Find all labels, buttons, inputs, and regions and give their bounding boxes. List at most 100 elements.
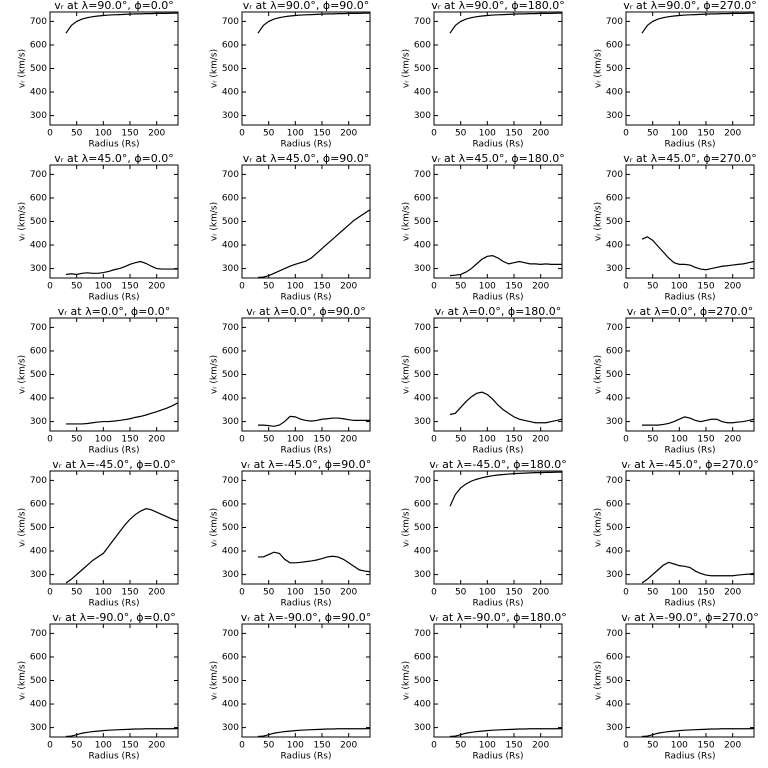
x-axis-label: Radius (Rs) xyxy=(472,599,523,609)
y-tick-label: 300 xyxy=(30,723,47,733)
y-axis-label: vᵣ (km/s) xyxy=(210,202,220,241)
x-tick-label: 100 xyxy=(479,588,496,598)
x-tick-label: 50 xyxy=(455,282,467,292)
y-axis-label: vᵣ (km/s) xyxy=(402,355,412,394)
x-axis-label: Radius (Rs) xyxy=(664,140,715,150)
x-tick-label: 200 xyxy=(340,282,357,292)
y-tick-label: 500 xyxy=(414,64,431,74)
data-line xyxy=(449,727,563,738)
x-tick-label: 0 xyxy=(623,435,629,445)
y-tick-label: 500 xyxy=(222,64,239,74)
plot-frame xyxy=(433,164,563,279)
x-tick-label: 0 xyxy=(47,129,53,139)
y-axis-label: vᵣ (km/s) xyxy=(594,661,604,700)
plot-frame xyxy=(433,470,563,585)
y-tick-label: 700 xyxy=(30,476,47,486)
panel-title: vᵣ at λ=0.0°, ϕ=90.0° xyxy=(246,305,366,318)
y-tick-label: 700 xyxy=(414,629,431,639)
x-tick-label: 100 xyxy=(287,435,304,445)
data-line xyxy=(257,12,370,34)
x-tick-label: 50 xyxy=(455,435,467,445)
x-tick-label: 150 xyxy=(505,129,522,139)
y-tick-label: 700 xyxy=(414,17,431,27)
data-line xyxy=(257,727,371,738)
y-tick-label: 700 xyxy=(222,17,239,27)
y-tick-label: 500 xyxy=(30,523,47,533)
y-tick-label: 600 xyxy=(222,652,239,662)
y-tick-label: 700 xyxy=(606,323,623,333)
x-tick-label: 50 xyxy=(71,435,83,445)
y-axis-label: vᵣ (km/s) xyxy=(402,661,412,700)
x-axis-label: Radius (Rs) xyxy=(88,293,139,303)
x-axis-label: Radius (Rs) xyxy=(88,446,139,456)
x-tick-label: 200 xyxy=(340,741,357,751)
x-tick-label: 150 xyxy=(697,741,714,751)
y-tick-label: 600 xyxy=(414,193,431,203)
x-axis-label: Radius (Rs) xyxy=(88,140,139,150)
y-tick-label: 400 xyxy=(606,241,623,251)
x-tick-label: 150 xyxy=(697,435,714,445)
x-tick-label: 50 xyxy=(71,129,83,139)
x-tick-label: 50 xyxy=(71,588,83,598)
data-line xyxy=(65,12,178,34)
x-axis-label: Radius (Rs) xyxy=(664,293,715,303)
panel-title: vᵣ at λ=90.0°, ϕ=0.0° xyxy=(54,0,174,12)
panel-title: vᵣ at λ=0.0°, ϕ=180.0° xyxy=(435,305,562,318)
y-tick-label: 500 xyxy=(414,523,431,533)
x-tick-label: 100 xyxy=(671,282,688,292)
y-tick-label: 600 xyxy=(414,346,431,356)
y-tick-label: 400 xyxy=(30,394,47,404)
plot-frame xyxy=(49,470,179,585)
y-tick-label: 400 xyxy=(222,547,239,557)
y-axis-label: vᵣ (km/s) xyxy=(402,508,412,547)
panel-title: vᵣ at λ=90.0°, ϕ=270.0° xyxy=(623,0,757,12)
panel-title: vᵣ at λ=-90.0°, ϕ=0.0° xyxy=(52,611,176,624)
panel: vᵣ at λ=0.0°, ϕ=180.0° 0 50 100 150 200 300 400… xyxy=(402,305,563,456)
y-tick-label: 500 xyxy=(606,370,623,380)
y-axis-label: vᵣ (km/s) xyxy=(210,661,220,700)
x-tick-label: 0 xyxy=(47,588,53,598)
x-tick-label: 200 xyxy=(724,435,741,445)
y-tick-label: 600 xyxy=(30,346,47,356)
panel-title: vᵣ at λ=-90.0°, ϕ=270.0° xyxy=(621,611,759,624)
data-line xyxy=(257,209,371,279)
panel: vᵣ at λ=90.0°, ϕ=90.0° 0 50 100 150 200 300 400… xyxy=(210,0,371,150)
x-tick-label: 0 xyxy=(47,741,53,751)
x-tick-label: 200 xyxy=(148,435,165,445)
y-tick-label: 400 xyxy=(606,700,623,710)
data-line xyxy=(449,255,562,277)
x-tick-label: 200 xyxy=(532,282,549,292)
x-tick-label: 200 xyxy=(340,435,357,445)
y-tick-label: 400 xyxy=(222,241,239,251)
x-tick-label: 150 xyxy=(121,129,138,139)
y-axis-label: vᵣ (km/s) xyxy=(402,49,412,88)
panel: vᵣ at λ=-90.0°, ϕ=90.0° 0 50 100 150 200 300 40… xyxy=(210,611,372,762)
x-tick-label: 100 xyxy=(671,435,688,445)
y-tick-label: 300 xyxy=(606,264,623,274)
x-tick-label: 0 xyxy=(623,129,629,139)
x-tick-label: 0 xyxy=(47,282,53,292)
panel-title: vᵣ at λ=-45.0°, ϕ=180.0° xyxy=(429,458,567,471)
y-tick-label: 500 xyxy=(30,370,47,380)
data-line xyxy=(449,12,562,34)
x-tick-label: 200 xyxy=(148,129,165,139)
x-tick-label: 50 xyxy=(647,129,659,139)
x-tick-label: 50 xyxy=(647,282,659,292)
x-tick-label: 200 xyxy=(148,588,165,598)
x-tick-label: 50 xyxy=(263,588,275,598)
x-tick-label: 50 xyxy=(263,282,275,292)
y-tick-label: 700 xyxy=(414,170,431,180)
y-tick-label: 300 xyxy=(222,570,239,580)
y-tick-label: 500 xyxy=(414,217,431,227)
plot-frame xyxy=(433,623,563,738)
x-axis-label: Radius (Rs) xyxy=(472,140,523,150)
y-tick-label: 600 xyxy=(606,652,623,662)
y-tick-label: 600 xyxy=(606,346,623,356)
x-tick-label: 150 xyxy=(121,435,138,445)
y-axis-label: vᵣ (km/s) xyxy=(18,661,28,700)
y-tick-label: 600 xyxy=(222,193,239,203)
panel: vᵣ at λ=-45.0°, ϕ=180.0° 0 50 100 150 200 300 4… xyxy=(402,458,567,609)
panel: vᵣ at λ=-45.0°, ϕ=270.0° 0 50 100 150 200 300 4… xyxy=(594,458,759,609)
y-tick-label: 700 xyxy=(222,323,239,333)
